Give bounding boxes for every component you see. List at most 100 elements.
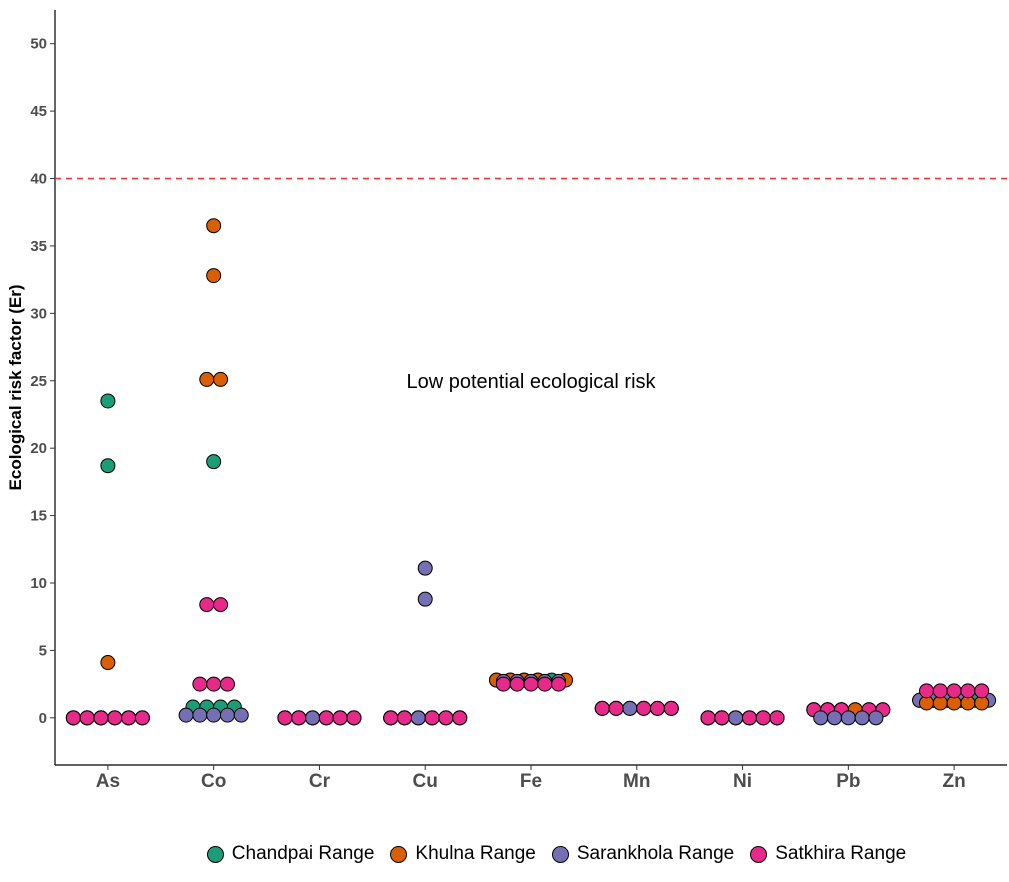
data-point [318, 710, 334, 726]
legend-label-satkhira: Satkhira Range [775, 843, 907, 864]
legend-key-khulna [390, 845, 408, 863]
y-tick-label: 0 [39, 710, 47, 727]
data-point [79, 710, 95, 726]
data-point [509, 676, 525, 692]
data-point [438, 710, 454, 726]
data-point [932, 683, 948, 699]
data-point [100, 655, 116, 671]
legend-key-satkhira [750, 845, 768, 863]
data-point [608, 700, 624, 716]
data-point [206, 676, 222, 692]
data-point [728, 710, 744, 726]
x-tick-label: Ni [733, 771, 752, 792]
data-point [65, 710, 81, 726]
legend-item-sarankhola: Sarankhola Range [551, 843, 735, 865]
y-tick-label: 15 [30, 508, 47, 525]
data-point [974, 683, 990, 699]
data-point [854, 710, 870, 726]
legend-key-sarankhola [551, 845, 569, 863]
data-point [700, 710, 716, 726]
data-point [410, 710, 426, 726]
x-tick-label: Pb [836, 771, 860, 792]
legend: Chandpai Range Khulna Range Sarankhola R… [0, 838, 1009, 870]
y-tick-label: 20 [30, 440, 47, 457]
data-point [622, 700, 638, 716]
legend-label-sarankhola: Sarankhola Range [576, 843, 735, 864]
data-point [178, 707, 194, 723]
y-tick-label: 10 [30, 575, 47, 592]
data-point [100, 393, 116, 409]
chart-canvas: 0 5 10 15 20 25 30 35 40 45 50 As Co Cr Cu Fe Mn Ni Pb Zn Ec… [6, 10, 1007, 792]
data-point [233, 707, 249, 723]
data-point [741, 710, 757, 726]
data-point [383, 710, 399, 726]
data-point [827, 710, 843, 726]
legend-label-khulna: Khulna Range [415, 843, 536, 864]
y-tick-label: 5 [39, 642, 47, 659]
data-point [206, 218, 222, 234]
data-point [452, 710, 468, 726]
data-point [206, 707, 222, 723]
x-tick-label: Co [201, 771, 226, 792]
data-point [813, 710, 829, 726]
data-point [332, 710, 348, 726]
data-point [960, 683, 976, 699]
data-point [107, 710, 123, 726]
data-point [277, 710, 293, 726]
legend-item-khulna: Khulna Range [390, 843, 536, 865]
legend-label-chandpai: Chandpai Range [231, 843, 375, 864]
y-axis-title: Ecological risk factor (Er) [6, 285, 25, 491]
data-point [919, 683, 935, 699]
data-point [755, 710, 771, 726]
data-point [649, 700, 665, 716]
data-point [594, 700, 610, 716]
data-point [636, 700, 652, 716]
x-tick-label: Zn [943, 771, 966, 792]
data-point [192, 676, 208, 692]
legend-key-chandpai [206, 845, 224, 863]
data-point [213, 597, 229, 613]
y-tick-label: 35 [30, 238, 47, 255]
data-point [424, 710, 440, 726]
x-tick-label: As [96, 771, 120, 792]
data-point [134, 710, 150, 726]
annotation-label: Low potential ecological risk [406, 371, 656, 393]
data-point [346, 710, 362, 726]
data-point [291, 710, 307, 726]
x-tick-label: Cr [309, 771, 331, 792]
legend-item-satkhira: Satkhira Range [750, 843, 906, 865]
data-point [192, 707, 208, 723]
x-tick-label: Cu [413, 771, 438, 792]
y-tick-label: 50 [30, 36, 47, 53]
x-tick-label: Mn [623, 771, 650, 792]
data-point [551, 676, 567, 692]
data-point [121, 710, 137, 726]
data-point [199, 371, 215, 387]
data-point [417, 560, 433, 576]
data-point [305, 710, 321, 726]
data-point [537, 676, 553, 692]
y-tick-label: 25 [30, 373, 47, 390]
data-point [417, 591, 433, 607]
plot-area: 0 5 10 15 20 25 30 35 40 45 50 As Co Cr Cu Fe Mn Ni Pb Zn Ec… [6, 10, 1007, 792]
data-point [663, 700, 679, 716]
data-point [868, 710, 884, 726]
data-point [397, 710, 413, 726]
data-point [199, 597, 215, 613]
data-point [495, 676, 511, 692]
y-tick-label: 45 [30, 103, 47, 120]
data-point [219, 707, 235, 723]
data-point [219, 676, 235, 692]
data-point [100, 458, 116, 474]
data-point [840, 710, 856, 726]
data-point [93, 710, 109, 726]
y-tick-label: 30 [30, 305, 47, 322]
data-point [206, 454, 222, 470]
y-tick-label: 40 [30, 171, 47, 188]
x-tick-label: Fe [520, 771, 542, 792]
data-point [206, 268, 222, 284]
data-point [946, 683, 962, 699]
data-point [523, 676, 539, 692]
data-point [213, 371, 229, 387]
data-point [714, 710, 730, 726]
